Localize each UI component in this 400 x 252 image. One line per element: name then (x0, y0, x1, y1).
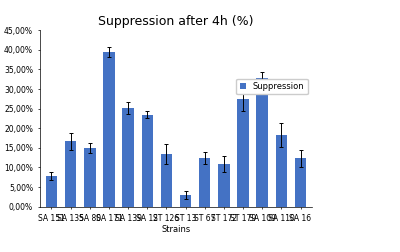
Bar (276, 135, 287, 207)
Bar (65, 141, 76, 207)
Bar (122, 108, 134, 207)
Bar (237, 99, 249, 207)
Bar (161, 154, 172, 207)
Bar (180, 195, 191, 207)
Bar (256, 78, 268, 207)
Bar (103, 52, 115, 207)
Bar (295, 159, 306, 207)
Bar (199, 158, 210, 207)
Bar (142, 114, 153, 207)
X-axis label: Strains: Strains (161, 225, 191, 234)
Y-axis label: Suppression %: Suppression % (0, 87, 1, 150)
Legend: Suppression: Suppression (236, 79, 308, 94)
Title: Suppression after 4h (%): Suppression after 4h (%) (98, 15, 254, 28)
Bar (218, 164, 230, 207)
Bar (46, 176, 57, 207)
Bar (84, 148, 96, 207)
